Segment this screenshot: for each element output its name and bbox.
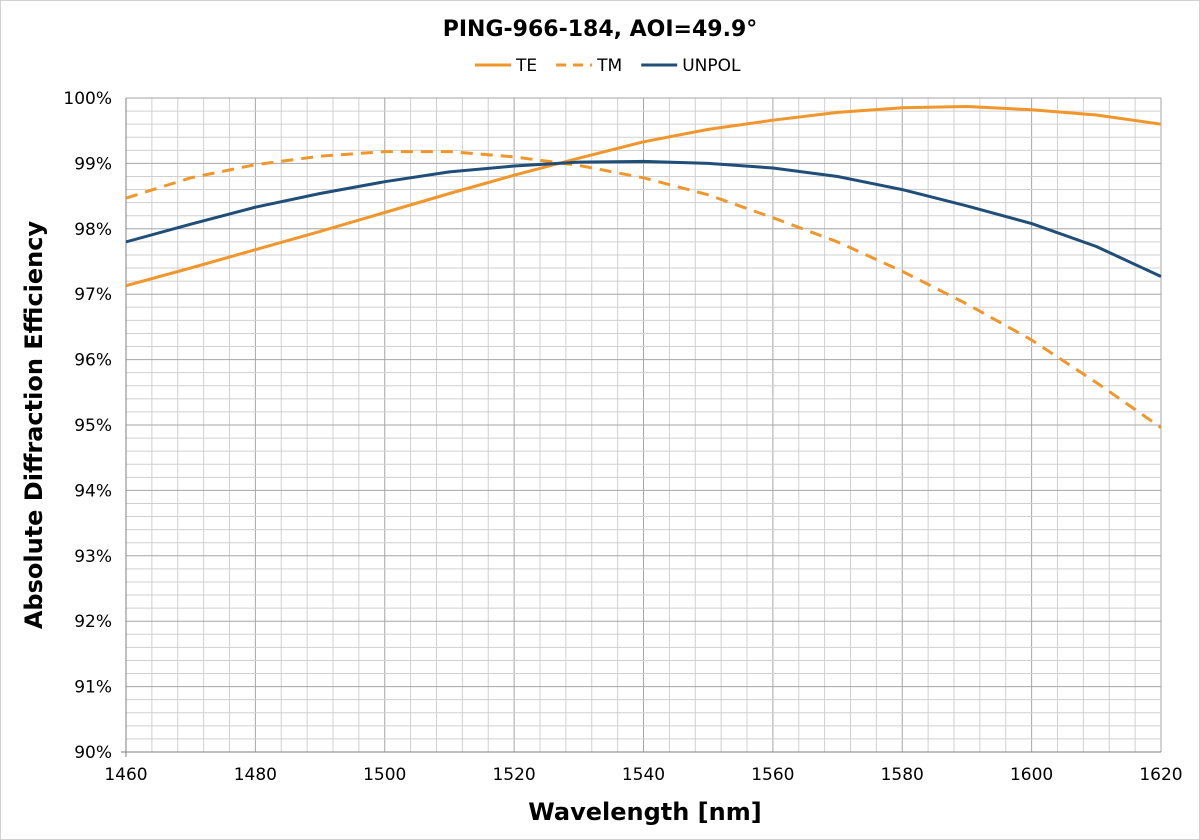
y-tick-label: 100%	[63, 89, 112, 109]
x-tick-label: 1480	[234, 765, 277, 785]
y-tick-label: 97%	[74, 285, 112, 305]
y-tick-label: 93%	[74, 547, 112, 567]
x-axis-label: Wavelength [nm]	[528, 798, 761, 826]
legend-label-unpol: UNPOL	[682, 56, 741, 76]
x-tick-label: 1580	[881, 765, 924, 785]
x-tick-label: 1620	[1139, 765, 1182, 785]
series-line-unpol	[125, 159, 1162, 278]
y-tick-label: 99%	[74, 154, 112, 174]
x-tick-label: 1560	[751, 765, 794, 785]
y-tick-label: 98%	[74, 220, 112, 240]
series-line-te	[125, 105, 1162, 288]
y-tick-label: 95%	[74, 416, 112, 436]
x-tick-label: 1500	[363, 765, 406, 785]
x-tick-label: 1540	[622, 765, 665, 785]
legend-label-tm: TM	[596, 56, 622, 76]
y-axis-label: Absolute Diffraction Efficiency	[20, 221, 48, 630]
y-tick-label: 90%	[74, 743, 112, 763]
legend-label-te: TE	[515, 56, 537, 76]
y-tick-label: 92%	[74, 612, 112, 632]
x-tick-label: 1460	[104, 765, 147, 785]
chart-title: PING-966-184, AOI=49.9°	[443, 17, 758, 42]
y-tick-label: 91%	[74, 678, 112, 698]
y-tick-label: 96%	[74, 351, 112, 371]
y-tick-label: 94%	[74, 481, 112, 501]
series-line-tm	[125, 150, 1162, 429]
x-tick-label: 1600	[1010, 765, 1053, 785]
x-tick-label: 1520	[492, 765, 535, 785]
